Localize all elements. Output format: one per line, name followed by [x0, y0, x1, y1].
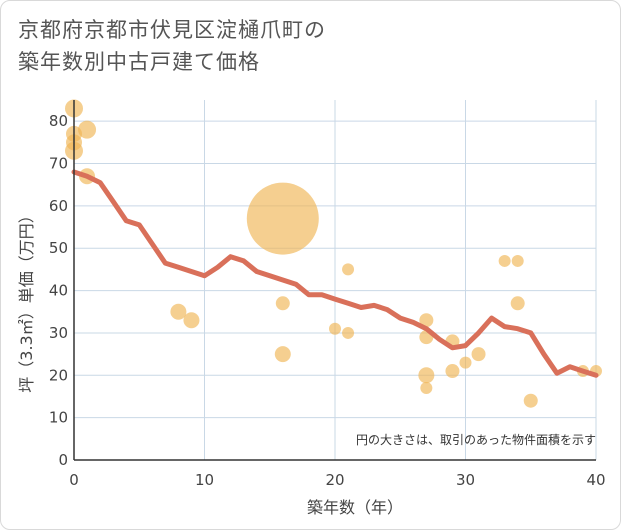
data-point — [418, 367, 435, 384]
x-tick-label: 10 — [195, 471, 214, 489]
data-point — [420, 382, 433, 394]
data-point — [459, 356, 472, 369]
data-point — [342, 263, 355, 276]
axes: 0 10 20 30 40 0 10 20 30 40 50 60 70 80 — [49, 100, 606, 489]
y-axis-label: 坪（3.3㎡）単価（万円） — [17, 207, 36, 392]
data-point — [183, 312, 200, 329]
data-point — [471, 347, 486, 362]
x-tick-label: 20 — [325, 471, 344, 489]
data-point — [511, 254, 524, 267]
data-point — [510, 296, 525, 311]
y-tick-label: 30 — [49, 324, 68, 342]
data-point — [78, 120, 97, 139]
data-point — [342, 326, 355, 339]
trend-line — [71, 169, 599, 378]
data-point — [445, 364, 460, 379]
y-tick-label: 80 — [49, 112, 68, 130]
y-tick-label: 50 — [49, 239, 68, 257]
y-tick-label: 20 — [49, 366, 68, 384]
data-point — [275, 296, 290, 311]
grid-lines — [74, 100, 597, 460]
y-tick-label: 0 — [58, 451, 68, 469]
y-tick-label: 70 — [49, 155, 68, 173]
data-point — [523, 393, 538, 408]
data-point — [170, 303, 187, 320]
y-tick-label: 40 — [49, 282, 68, 300]
y-tick-label: 60 — [49, 197, 68, 215]
data-point — [274, 346, 291, 363]
x-tick-label: 30 — [456, 471, 475, 489]
data-point — [498, 254, 511, 267]
title-line-1: 京都府京都市伏見区淀樋爪町の — [18, 18, 326, 42]
bubble-size-note: 円の大きさは、取引のあった物件面積を示す — [356, 432, 596, 447]
title-line-2: 築年数別中古戸建て価格 — [18, 50, 260, 74]
y-tick-label: 10 — [49, 409, 68, 427]
x-tick-label: 40 — [586, 471, 605, 489]
data-point — [419, 313, 434, 328]
data-point — [246, 182, 319, 255]
x-tick-label: 0 — [69, 471, 79, 489]
chart-title: 京都府京都市伏見区淀樋爪町の 築年数別中古戸建て価格 — [18, 14, 326, 78]
x-axis-label: 築年数（年） — [307, 498, 403, 517]
trend-line-group — [71, 169, 599, 378]
data-points — [65, 99, 602, 408]
data-point — [329, 322, 341, 335]
